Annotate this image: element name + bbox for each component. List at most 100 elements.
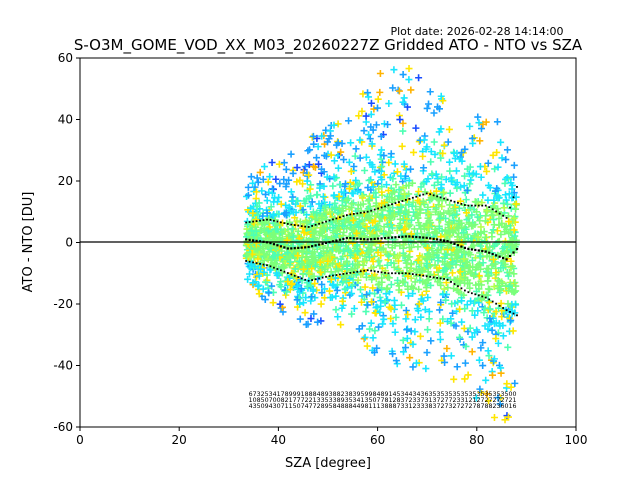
- scatter-point: [309, 132, 317, 140]
- scatter-point: [427, 281, 435, 289]
- mean-point: [311, 245, 314, 248]
- upper-sigma-point: [276, 220, 279, 223]
- lower-sigma-point: [457, 285, 459, 288]
- scatter-point: [317, 229, 325, 237]
- scatter-point: [489, 151, 497, 159]
- scatter-point: [445, 209, 453, 217]
- scatter-point: [316, 258, 324, 266]
- scatter-point: [309, 285, 317, 293]
- scatter-point: [457, 258, 465, 266]
- scatter-point: [310, 310, 318, 318]
- scatter-point: [463, 301, 471, 309]
- scatter-point: [428, 170, 436, 178]
- scatter-point: [401, 225, 409, 233]
- scatter-point: [394, 208, 402, 216]
- scatter-point: [303, 253, 311, 261]
- upper-sigma-point: [429, 193, 432, 196]
- scatter-point: [435, 224, 443, 232]
- scatter-point: [254, 245, 262, 253]
- scatter-point: [471, 198, 479, 206]
- scatter-point: [483, 264, 491, 272]
- upper-sigma-point: [512, 196, 515, 199]
- scatter-point: [453, 179, 461, 187]
- scatter-point: [507, 179, 515, 187]
- scatter-point: [335, 205, 343, 213]
- scatter-point: [345, 158, 353, 166]
- scatter-point: [315, 200, 323, 208]
- lower-sigma-point: [477, 294, 480, 297]
- scatter-point: [494, 205, 502, 213]
- scatter-point: [473, 208, 481, 216]
- scatter-point: [377, 155, 385, 163]
- scatter-point: [385, 252, 393, 260]
- mean-point: [366, 238, 369, 241]
- upper-sigma-point: [321, 221, 324, 224]
- mean-point: [307, 245, 310, 249]
- scatter-point: [269, 233, 277, 241]
- scatter-point: [424, 268, 432, 276]
- scatter-point: [391, 195, 399, 203]
- scatter-point: [332, 306, 340, 314]
- scatter-point: [468, 211, 476, 219]
- scatter-point: [329, 229, 337, 237]
- mean-point: [397, 235, 401, 239]
- upper-sigma-point: [342, 215, 345, 218]
- scatter-point: [305, 171, 313, 179]
- scatter-point: [244, 183, 252, 191]
- scatter-point: [466, 163, 474, 171]
- scatter-point: [344, 246, 352, 254]
- scatter-point: [300, 229, 308, 237]
- scatter-point: [423, 104, 431, 112]
- scatter-point: [367, 99, 375, 107]
- mean-point: [297, 246, 300, 249]
- scatter-point: [350, 162, 358, 170]
- lower-sigma-point: [373, 270, 376, 273]
- upper-sigma-point: [286, 223, 289, 225]
- scatter-point: [479, 259, 487, 267]
- upper-sigma-point: [450, 199, 452, 202]
- scatter-point: [391, 328, 399, 336]
- scatter-point: [311, 262, 319, 270]
- upper-sigma-point: [352, 213, 355, 215]
- lower-sigma-point: [505, 309, 508, 312]
- scatter-point: [337, 148, 345, 156]
- scatter-point: [503, 412, 511, 420]
- scatter-point: [458, 157, 466, 165]
- scatter-point: [471, 221, 479, 229]
- upper-sigma-point: [325, 220, 327, 223]
- scatter-point: [480, 309, 488, 317]
- scatter-point: [367, 319, 375, 327]
- scatter-point: [415, 74, 423, 82]
- scatter-point: [462, 209, 470, 217]
- scatter-point: [362, 153, 370, 161]
- scatter-point: [483, 252, 491, 260]
- scatter-point: [474, 113, 482, 121]
- scatter-point: [430, 239, 438, 247]
- scatter-point: [407, 86, 415, 94]
- scatter-point: [409, 290, 417, 298]
- mean-point: [460, 245, 463, 248]
- scatter-point: [376, 308, 384, 316]
- scatter-point: [386, 207, 394, 215]
- scatter-point: [450, 149, 458, 157]
- scatter-point: [302, 321, 310, 329]
- scatter-point: [424, 203, 432, 211]
- scatter-point: [444, 138, 452, 146]
- y-tick-label: -20: [53, 297, 73, 311]
- mean-point: [446, 240, 449, 243]
- scatter-point: [355, 180, 363, 188]
- scatter-point: [313, 243, 321, 251]
- scatter-point: [348, 200, 356, 208]
- mean-point: [293, 247, 296, 250]
- scatter-point: [303, 282, 311, 290]
- scatter-point: [489, 226, 497, 234]
- scatter-point: [388, 224, 396, 232]
- lower-sigma-point: [276, 268, 279, 270]
- scatter-point: [454, 224, 462, 232]
- mean-point: [290, 247, 293, 250]
- plot-date: Plot date: 2026-02-28 14:14:00: [390, 25, 563, 38]
- scatter-point: [463, 186, 471, 194]
- scatter-point: [331, 199, 339, 207]
- mean-point: [425, 236, 428, 239]
- scatter-point: [439, 258, 447, 266]
